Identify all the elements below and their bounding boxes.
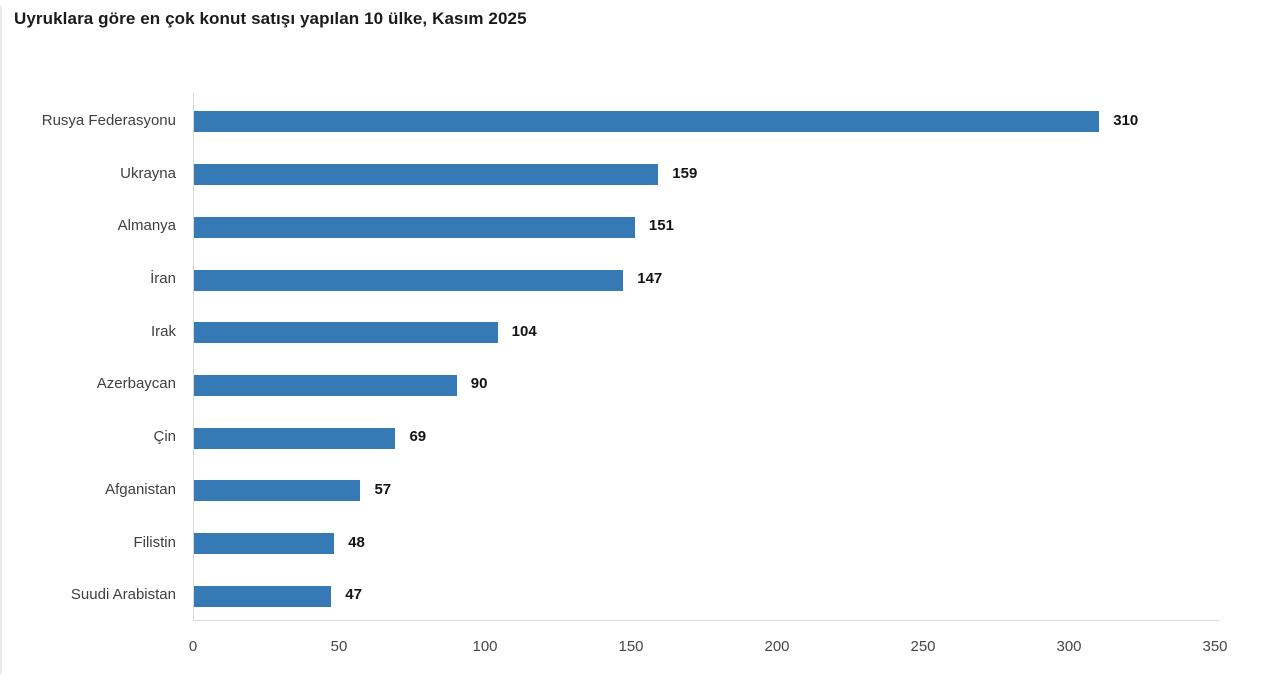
category-label: İran xyxy=(150,270,176,288)
value-label: 104 xyxy=(511,322,537,340)
value-label: 159 xyxy=(672,164,698,182)
bar xyxy=(194,111,1100,133)
x-tick-label: 350 xyxy=(1202,638,1228,655)
x-tick-label: 50 xyxy=(330,638,348,655)
category-label: Azerbaycan xyxy=(96,375,176,393)
value-label: 69 xyxy=(409,428,427,446)
value-label: 90 xyxy=(470,375,488,393)
bar xyxy=(194,322,498,344)
x-tick-label: 150 xyxy=(618,638,644,655)
y-axis-line xyxy=(193,93,194,620)
bar xyxy=(194,585,332,607)
category-label: Rusya Federasyonu xyxy=(41,111,176,129)
bar xyxy=(194,533,335,555)
bar xyxy=(194,164,659,186)
value-label: 310 xyxy=(1113,111,1139,129)
x-tick-label: 0 xyxy=(188,638,198,655)
value-label: 57 xyxy=(374,480,392,498)
category-label: Almanya xyxy=(117,217,176,235)
value-label: 151 xyxy=(648,217,674,235)
x-tick-label: 100 xyxy=(472,638,498,655)
category-label: Irak xyxy=(150,322,176,340)
x-tick-label: 200 xyxy=(764,638,790,655)
bar xyxy=(194,216,635,238)
category-label: Filistin xyxy=(133,533,176,551)
value-label: 47 xyxy=(345,586,362,604)
bar xyxy=(194,480,361,502)
category-label: Ukrayna xyxy=(120,164,176,182)
x-tick-label: 300 xyxy=(1056,638,1082,655)
x-axis-line xyxy=(193,620,1219,621)
category-label: Suudi Arabistan xyxy=(70,586,176,604)
x-tick-label: 250 xyxy=(910,638,936,655)
chart-title: Uyruklara göre en çok konut satışı yapıl… xyxy=(14,9,527,28)
value-label: 147 xyxy=(637,270,663,288)
bar xyxy=(194,374,457,396)
bar xyxy=(194,269,624,291)
category-label: Afganistan xyxy=(105,480,176,498)
category-label: Çin xyxy=(153,428,176,446)
left-edge-divider xyxy=(0,6,2,674)
value-label: 48 xyxy=(348,533,365,551)
bar xyxy=(194,427,396,449)
